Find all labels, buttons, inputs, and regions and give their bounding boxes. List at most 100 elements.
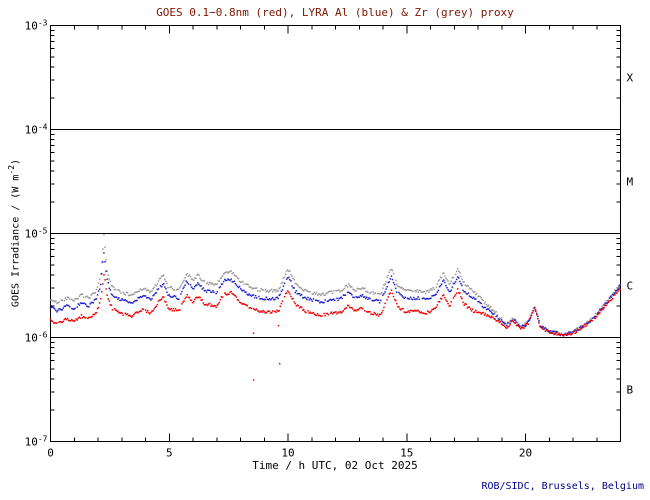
data-point [453,282,456,285]
data-point [184,284,186,286]
axes [50,25,621,442]
data-point [328,290,331,293]
data-point [591,317,594,319]
data-point [465,285,467,287]
data-point [97,282,100,284]
data-point [187,296,190,299]
data-point [487,308,490,310]
data-point [493,310,495,312]
data-point [116,309,118,312]
data-point [386,276,388,278]
data-point [260,288,262,290]
data-point [197,297,199,299]
data-point [243,303,245,305]
data-point [261,311,263,313]
data-point [64,305,67,308]
data-point [298,293,301,295]
data-point [465,303,467,306]
data-point [258,295,260,298]
data-point [574,332,576,334]
data-point [278,309,280,312]
data-point [480,297,482,299]
data-point [163,274,165,276]
data-point [389,278,392,280]
data-point [417,291,419,293]
data-point [393,283,396,286]
data-point [359,306,362,309]
data-point [500,319,503,321]
data-point [607,301,610,303]
data-point [281,289,284,291]
data-point [75,318,77,320]
data-point [377,315,380,317]
data-point [120,299,122,302]
data-point [174,295,177,298]
data-point [442,294,444,297]
data-point [588,321,590,323]
data-point [217,280,219,282]
data-point [217,303,219,305]
data-point [76,306,78,308]
x-tick-label: 20 [519,447,532,460]
data-point [227,293,229,295]
data-point [423,290,426,293]
data-point [131,302,133,304]
data-point [292,287,294,289]
data-point [531,309,534,312]
data-point [189,284,192,286]
data-point [206,289,209,291]
data-point [294,291,296,294]
data-point [614,292,616,294]
flare-class-label: X [627,72,634,85]
data-point [416,289,418,291]
data-point [206,281,209,284]
data-point [560,332,563,334]
data-point [615,292,617,294]
data-point [300,293,303,296]
data-point [344,285,347,287]
data-point [248,293,250,295]
data-point [481,312,483,314]
data-point [579,325,582,328]
data-point [231,272,233,275]
data-point [411,289,413,291]
data-point [198,283,200,286]
data-point [487,315,490,317]
data-point [390,269,393,271]
data-point [275,296,277,299]
data-point [463,281,465,283]
data-point [241,281,243,283]
data-point [295,290,298,292]
data-point [547,331,550,333]
data-point [277,297,279,300]
data-point [392,295,395,298]
data-point [602,307,604,309]
data-point [291,285,293,287]
data-point [69,298,71,300]
data-point [458,292,460,294]
data-point [291,298,293,300]
data-point [64,317,67,320]
data-point [276,289,278,291]
data-point [564,333,567,336]
data-point [136,291,138,293]
data-point [397,285,399,287]
data-point [555,330,557,333]
data-point [495,320,497,322]
data-point [102,248,104,250]
data-point [179,286,181,289]
data-point [238,301,241,304]
data-point [260,310,262,312]
data-point [418,298,420,300]
data-point [179,309,181,311]
data-point [438,301,441,303]
data-point [183,300,185,302]
data-point [413,296,415,299]
data-point [570,334,572,336]
flare-class-label: B [627,384,634,397]
data-point [339,291,341,293]
series-dots-lyra_al_blue [49,252,621,337]
data-point [352,296,354,299]
data-point [327,291,330,293]
data-point [133,313,135,316]
